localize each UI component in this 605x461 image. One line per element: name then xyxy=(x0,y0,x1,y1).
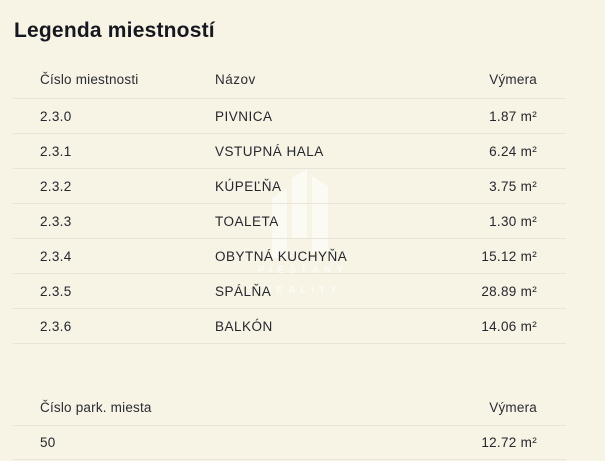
room-area: 1.30 m² xyxy=(489,213,537,229)
table-row: 2.3.5 SPÁLŇA 28.89 m² xyxy=(13,274,566,309)
room-name: TOALETA xyxy=(215,213,279,229)
room-number: 2.3.4 xyxy=(40,248,72,264)
room-name: KÚPEĽŇA xyxy=(215,178,282,194)
room-name: OBYTNÁ KUCHYŇA xyxy=(215,248,348,264)
table-row: 2.3.0 PIVNICA 1.87 m² xyxy=(13,99,566,134)
room-area: 6.24 m² xyxy=(489,143,537,159)
table-row: 2.3.6 BALKÓN 14.06 m² xyxy=(13,309,566,344)
room-name: BALKÓN xyxy=(215,318,273,334)
table-row: 2.3.3 TOALETA 1.30 m² xyxy=(13,204,566,239)
parking-area: 12.72 m² xyxy=(481,435,537,450)
room-area: 28.89 m² xyxy=(481,283,537,299)
room-number: 2.3.5 xyxy=(40,283,72,299)
room-area: 14.06 m² xyxy=(481,318,537,334)
room-number: 2.3.1 xyxy=(40,143,72,159)
room-name: SPÁLŇA xyxy=(215,283,272,299)
room-number: 2.3.6 xyxy=(40,318,72,334)
page-title: Legenda miestností xyxy=(14,19,215,42)
header-room-number: Číslo miestnosti xyxy=(40,71,139,87)
room-area: 15.12 m² xyxy=(481,248,537,264)
room-area: 3.75 m² xyxy=(489,178,537,194)
header-room-area: Výmera xyxy=(489,71,537,87)
table-row: 2.3.4 OBYTNÁ KUCHYŇA 15.12 m² xyxy=(13,239,566,274)
header-parking-number: Číslo park. miesta xyxy=(40,400,152,415)
room-number: 2.3.3 xyxy=(40,213,72,229)
parking-table: Číslo park. miesta Výmera 50 12.72 m² xyxy=(13,390,566,460)
table-row: 50 12.72 m² xyxy=(13,426,566,460)
room-number: 2.3.0 xyxy=(40,108,72,124)
parking-number: 50 xyxy=(40,435,56,450)
room-name: PIVNICA xyxy=(215,108,273,124)
room-number: 2.3.2 xyxy=(40,178,72,194)
room-name: VSTUPNÁ HALA xyxy=(215,143,324,159)
table-row: 2.3.2 KÚPEĽŇA 3.75 m² xyxy=(13,169,566,204)
rooms-table-header: Číslo miestnosti Názov Výmera xyxy=(13,60,566,99)
header-parking-area: Výmera xyxy=(489,400,537,415)
table-row: 2.3.1 VSTUPNÁ HALA 6.24 m² xyxy=(13,134,566,169)
room-area: 1.87 m² xyxy=(489,108,537,124)
rooms-table: Číslo miestnosti Názov Výmera 2.3.0 PIVN… xyxy=(13,60,566,344)
header-room-name: Názov xyxy=(215,71,256,87)
parking-table-header: Číslo park. miesta Výmera xyxy=(13,390,566,426)
